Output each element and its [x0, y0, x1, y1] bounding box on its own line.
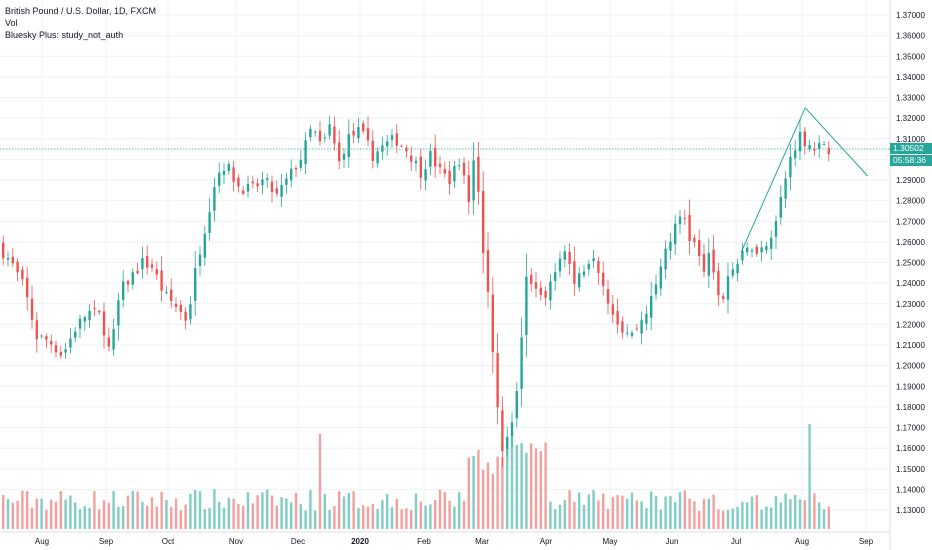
last-price-tag: 1.30502	[890, 143, 932, 155]
time-tick-label: Oct	[162, 537, 175, 546]
time-tick-label: 2020	[351, 537, 369, 546]
price-tick-label: 1.20000	[896, 362, 925, 371]
time-tick-label: Jul	[731, 537, 741, 546]
time-tick-label: Aug	[35, 537, 49, 546]
time-tick-label: Dec	[291, 537, 305, 546]
price-tick-label: 1.24000	[896, 279, 925, 288]
price-tick-label: 1.25000	[896, 259, 925, 268]
price-tick-label: 1.15000	[896, 465, 925, 474]
price-tick-label: 1.34000	[896, 73, 925, 82]
price-tick-label: 1.14000	[896, 485, 925, 494]
price-tick-label: 1.36000	[896, 32, 925, 41]
trendline[interactable]	[740, 107, 806, 253]
symbol-title[interactable]: British Pound / U.S. Dollar, 1D, FXCM	[5, 6, 157, 16]
chart-legend: British Pound / U.S. Dollar, 1D, FXCM Vo…	[5, 5, 156, 41]
time-tick-label: Apr	[540, 537, 553, 546]
countdown-tag: 05:58:36	[890, 155, 932, 167]
price-tick-label: 1.17000	[896, 424, 925, 433]
time-tick-label: Nov	[229, 537, 243, 546]
trendlines[interactable]	[740, 107, 868, 253]
time-tick-label: Sep	[99, 537, 114, 546]
price-tick-label: 1.18000	[896, 403, 925, 412]
price-tick-label: 1.27000	[896, 217, 925, 226]
study-label[interactable]: Bluesky Plus: study_not_auth	[5, 30, 124, 40]
price-tick-label: 1.26000	[896, 238, 925, 247]
time-tick-label: May	[602, 537, 617, 546]
price-tick-label: 1.28000	[896, 197, 925, 206]
candlesticks	[2, 115, 830, 467]
price-tick-label: 1.32000	[896, 114, 925, 123]
time-tick-label: Feb	[417, 537, 431, 546]
price-tick-label: 1.29000	[896, 176, 925, 185]
price-tick-label: 1.37000	[896, 11, 925, 20]
price-tick-label: 1.21000	[896, 341, 925, 350]
price-tick-label: 1.13000	[896, 506, 925, 515]
price-tick-label: 1.16000	[896, 444, 925, 453]
grid-lines	[0, 0, 890, 532]
price-tick-label: 1.31000	[896, 135, 925, 144]
volume-bars	[2, 424, 830, 529]
price-tick-label: 1.19000	[896, 382, 925, 391]
price-tick-label: 1.35000	[896, 52, 925, 61]
time-axis[interactable]: Aug Sep Oct Nov Dec 2020 Feb Mar Apr May Jun Jul Aug…	[35, 537, 874, 546]
price-tick-label: 1.23000	[896, 300, 925, 309]
price-axis[interactable]: 1.37000 1.36000 1.35000 1.34000 1.33000 1.320…	[896, 11, 925, 515]
time-tick-label: Mar	[475, 537, 489, 546]
volume-indicator-label[interactable]: Vol	[5, 18, 18, 28]
price-tick-label: 1.22000	[896, 320, 925, 329]
trendline[interactable]	[804, 107, 868, 177]
price-tick-label: 1.33000	[896, 94, 925, 103]
time-tick-label: Jun	[666, 537, 679, 546]
time-tick-label: Sep	[859, 537, 874, 546]
time-tick-label: Aug	[795, 537, 809, 546]
